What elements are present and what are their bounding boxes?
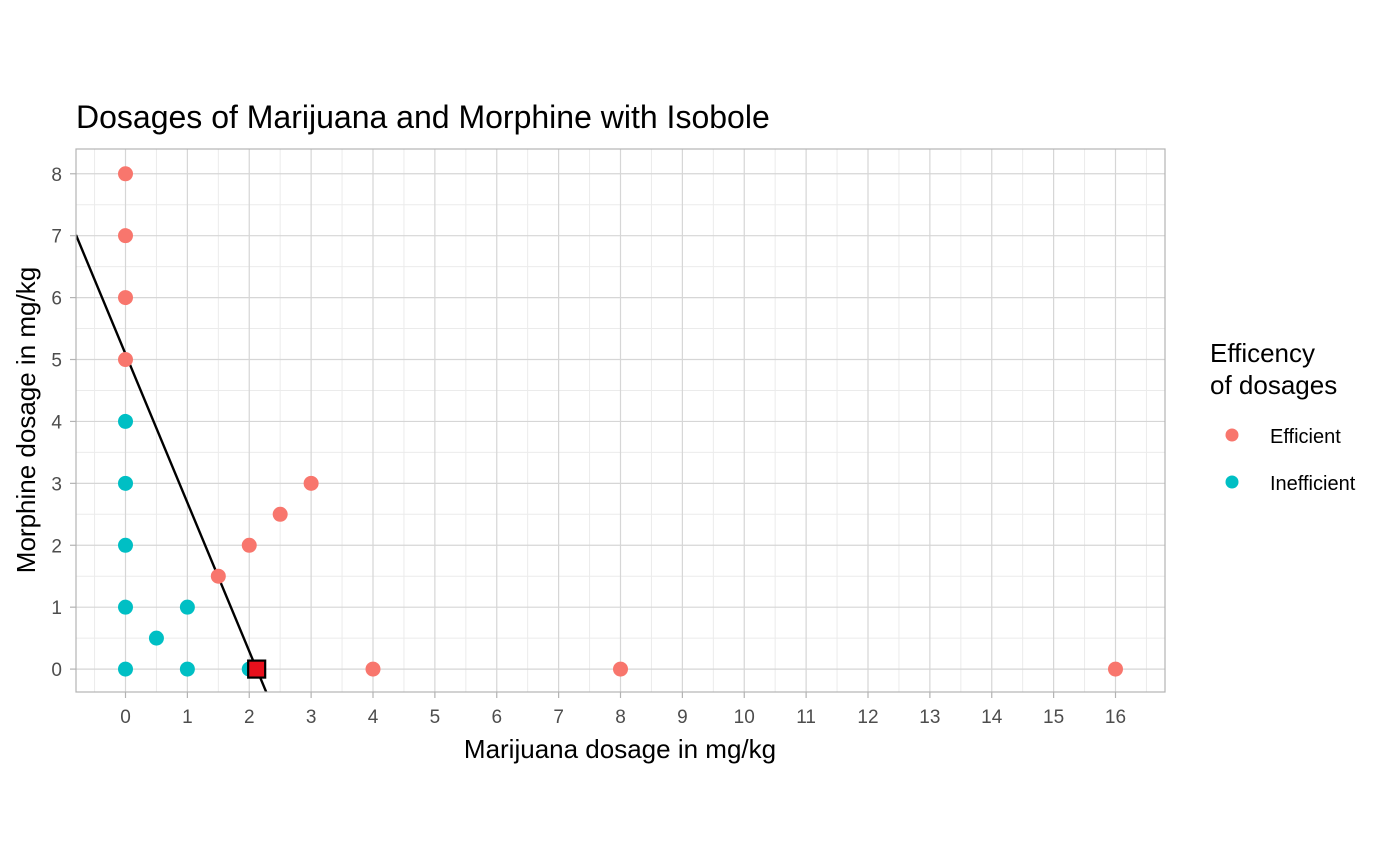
point-inefficient (118, 599, 133, 615)
legend-label-efficient: Efficient (1270, 426, 1341, 448)
x-tick-label: 13 (919, 707, 940, 728)
y-tick-label: 3 (51, 474, 62, 495)
x-tick-label: 2 (244, 707, 255, 728)
legend-key-inefficient (1225, 475, 1239, 489)
x-tick-label: 6 (491, 707, 502, 728)
point-inefficient (148, 630, 164, 646)
y-tick-label: 5 (51, 351, 62, 372)
x-tick-label: 7 (553, 707, 564, 728)
x-axis-title: Marijuana dosage in mg/kg (464, 734, 776, 764)
point-inefficient (118, 661, 133, 677)
x-tick-label: 1 (182, 707, 193, 728)
x-tick-label: 10 (734, 707, 755, 728)
point-efficient (118, 166, 133, 182)
y-tick-label: 6 (51, 289, 62, 310)
legend: Efficency of dosages Efficient Inefficie… (1210, 338, 1356, 495)
point-efficient (365, 661, 381, 677)
x-tick-label: 12 (857, 707, 878, 728)
y-tick-label: 1 (51, 598, 62, 619)
point-efficient (1108, 661, 1123, 677)
point-inefficient (179, 599, 195, 615)
chart-title: Dosages of Marijuana and Morphine with I… (76, 99, 770, 135)
x-tick-label: 0 (120, 707, 131, 728)
point-efficient (118, 352, 133, 368)
point-efficient (241, 537, 257, 553)
legend-title-line-2: of dosages (1210, 370, 1337, 400)
isobole-layer (76, 234, 268, 692)
isobole-line (76, 234, 268, 692)
x-tick-label: 14 (981, 707, 1003, 728)
x-axis-ticks: 0 1 2 3 4 5 6 7 8 9 10 11 12 13 14 15 16 (120, 692, 1126, 728)
x-tick-label: 5 (430, 707, 441, 728)
x-tick-label: 8 (615, 707, 626, 728)
x-tick-label: 9 (677, 707, 688, 728)
point-efficient (303, 475, 319, 491)
legend-key-efficient (1225, 428, 1239, 442)
point-inefficient (118, 413, 133, 429)
point-efficient (272, 506, 288, 522)
legend-label-inefficient: Inefficient (1270, 473, 1356, 495)
y-tick-label: 7 (51, 227, 62, 248)
y-tick-label: 4 (51, 412, 62, 433)
point-inefficient (118, 475, 133, 491)
y-axis-ticks: 0 1 2 3 4 5 6 7 8 (51, 165, 76, 681)
y-tick-label: 0 (51, 660, 62, 681)
point-efficient (118, 290, 133, 306)
plot-panel (75, 148, 1166, 693)
marker-layer (247, 659, 267, 679)
y-tick-label: 8 (51, 165, 62, 186)
x-tick-label: 3 (306, 707, 317, 728)
x-tick-label: 4 (368, 707, 379, 728)
point-efficient (613, 661, 628, 677)
point-inefficient (179, 661, 195, 677)
major-gridlines (76, 149, 1165, 692)
point-efficient (118, 228, 133, 244)
y-tick-label: 2 (51, 536, 62, 557)
point-efficient (210, 568, 226, 584)
isobole-intercept-marker (247, 659, 267, 679)
x-tick-label: 11 (796, 707, 816, 728)
x-tick-label: 16 (1105, 707, 1126, 728)
point-inefficient (118, 537, 133, 553)
x-tick-label: 15 (1043, 707, 1064, 728)
y-axis-title: Morphine dosage in mg/kg (11, 267, 41, 573)
legend-title-line-1: Efficency (1210, 338, 1315, 368)
